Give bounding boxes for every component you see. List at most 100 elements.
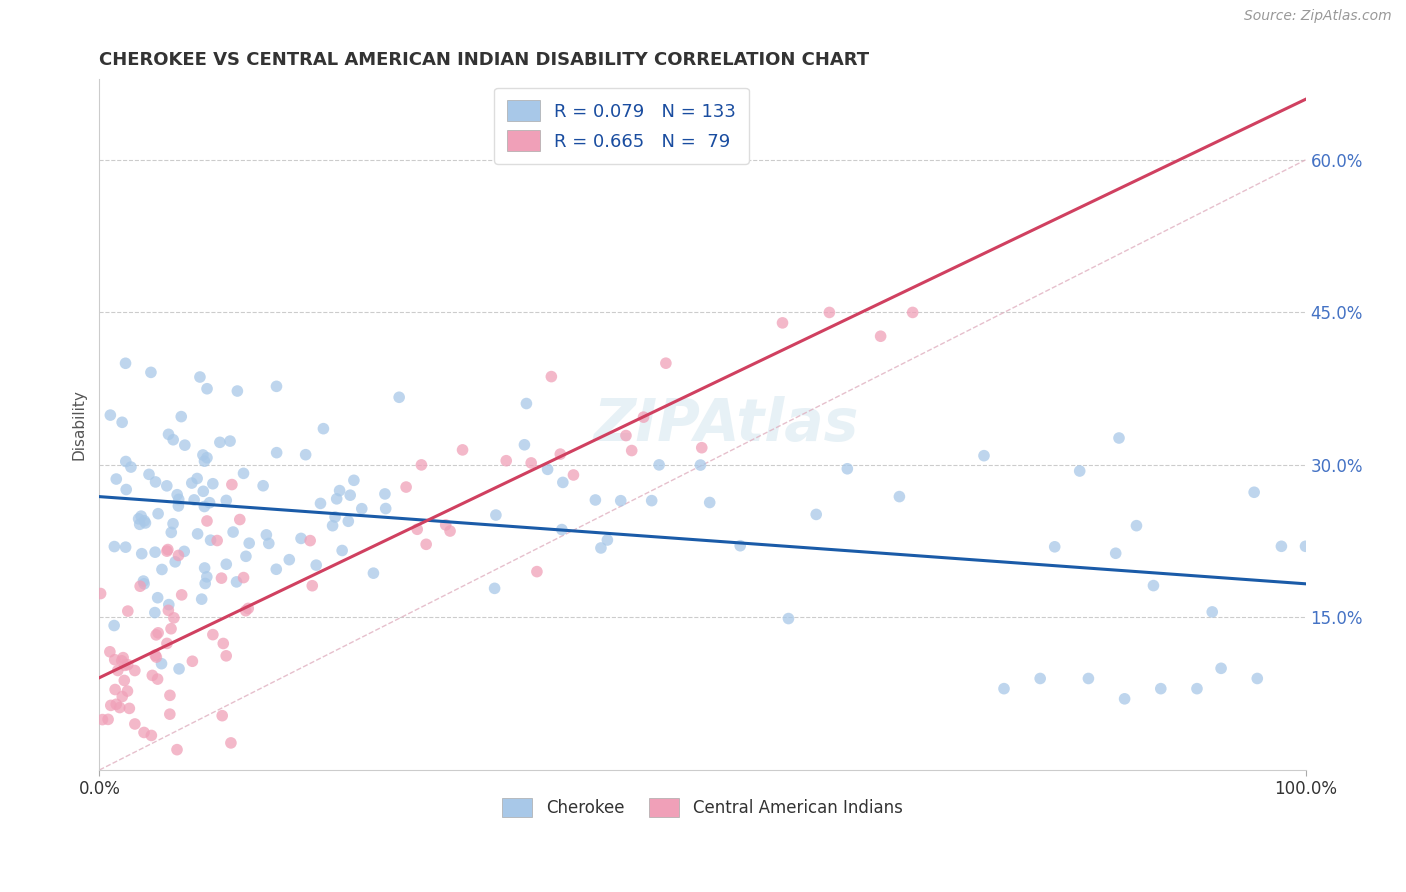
Point bbox=[190, 592, 212, 607]
Point bbox=[406, 522, 429, 536]
Point bbox=[146, 625, 169, 640]
Y-axis label: Disability: Disability bbox=[72, 389, 86, 459]
Point bbox=[583, 493, 606, 508]
Point bbox=[415, 537, 437, 551]
Point bbox=[1150, 681, 1173, 696]
Point bbox=[146, 672, 169, 686]
Point bbox=[111, 690, 134, 704]
Point bbox=[299, 533, 322, 548]
Point bbox=[215, 558, 238, 572]
Point bbox=[105, 472, 128, 486]
Point bbox=[129, 509, 152, 524]
Point bbox=[235, 549, 257, 564]
Point bbox=[160, 525, 183, 540]
Point bbox=[221, 477, 243, 491]
Point bbox=[648, 458, 671, 472]
Point bbox=[551, 523, 574, 537]
Point bbox=[232, 571, 254, 585]
Point bbox=[343, 473, 366, 487]
Point bbox=[91, 713, 114, 727]
Point bbox=[641, 493, 664, 508]
Point bbox=[118, 701, 141, 715]
Point bbox=[350, 501, 373, 516]
Point bbox=[215, 648, 238, 663]
Point bbox=[411, 458, 433, 472]
Point bbox=[195, 514, 218, 528]
Point bbox=[188, 370, 211, 384]
Point bbox=[211, 571, 233, 585]
Point bbox=[290, 532, 312, 546]
Point bbox=[195, 450, 218, 465]
Point bbox=[170, 588, 193, 602]
Point bbox=[609, 493, 631, 508]
Point bbox=[1270, 539, 1292, 553]
Point bbox=[252, 479, 274, 493]
Point bbox=[305, 558, 328, 573]
Point bbox=[212, 636, 235, 650]
Point bbox=[778, 611, 800, 625]
Point bbox=[160, 622, 183, 636]
Point bbox=[329, 483, 352, 498]
Point bbox=[294, 448, 316, 462]
Point bbox=[195, 570, 218, 584]
Point bbox=[167, 499, 190, 513]
Point bbox=[339, 488, 361, 502]
Point bbox=[167, 662, 190, 676]
Point bbox=[325, 491, 347, 506]
Point bbox=[159, 689, 181, 703]
Point bbox=[117, 657, 139, 672]
Point bbox=[772, 316, 794, 330]
Point bbox=[159, 707, 181, 722]
Point bbox=[143, 606, 166, 620]
Point bbox=[201, 476, 224, 491]
Point bbox=[131, 547, 153, 561]
Point bbox=[198, 496, 221, 510]
Point bbox=[1029, 672, 1052, 686]
Point bbox=[146, 507, 169, 521]
Point bbox=[1114, 691, 1136, 706]
Point bbox=[124, 664, 146, 678]
Point bbox=[156, 544, 179, 558]
Point bbox=[111, 654, 134, 668]
Point bbox=[117, 604, 139, 618]
Point bbox=[205, 533, 228, 548]
Point bbox=[520, 456, 543, 470]
Point bbox=[322, 518, 344, 533]
Point bbox=[114, 356, 136, 370]
Point bbox=[98, 408, 121, 422]
Point bbox=[323, 510, 346, 524]
Point bbox=[201, 627, 224, 641]
Point bbox=[515, 396, 537, 410]
Point bbox=[128, 512, 150, 526]
Point bbox=[1243, 485, 1265, 500]
Point bbox=[211, 708, 233, 723]
Point bbox=[238, 601, 260, 615]
Point bbox=[312, 422, 335, 436]
Point bbox=[98, 645, 121, 659]
Point bbox=[143, 648, 166, 662]
Point bbox=[115, 483, 138, 497]
Point bbox=[363, 566, 385, 581]
Point bbox=[111, 415, 134, 429]
Point bbox=[134, 514, 156, 528]
Point bbox=[620, 443, 643, 458]
Point bbox=[254, 528, 277, 542]
Point bbox=[165, 555, 187, 569]
Point bbox=[132, 577, 155, 591]
Point bbox=[114, 540, 136, 554]
Point bbox=[100, 698, 122, 713]
Point bbox=[157, 603, 180, 617]
Point bbox=[222, 524, 245, 539]
Point bbox=[1043, 540, 1066, 554]
Point bbox=[114, 658, 136, 673]
Point bbox=[145, 628, 167, 642]
Point bbox=[1201, 605, 1223, 619]
Point bbox=[869, 329, 891, 343]
Point bbox=[229, 512, 252, 526]
Point bbox=[309, 496, 332, 510]
Point bbox=[186, 471, 208, 485]
Text: ZIPAtlas: ZIPAtlas bbox=[593, 396, 859, 453]
Point bbox=[993, 681, 1015, 696]
Point bbox=[434, 517, 457, 532]
Point bbox=[536, 462, 558, 476]
